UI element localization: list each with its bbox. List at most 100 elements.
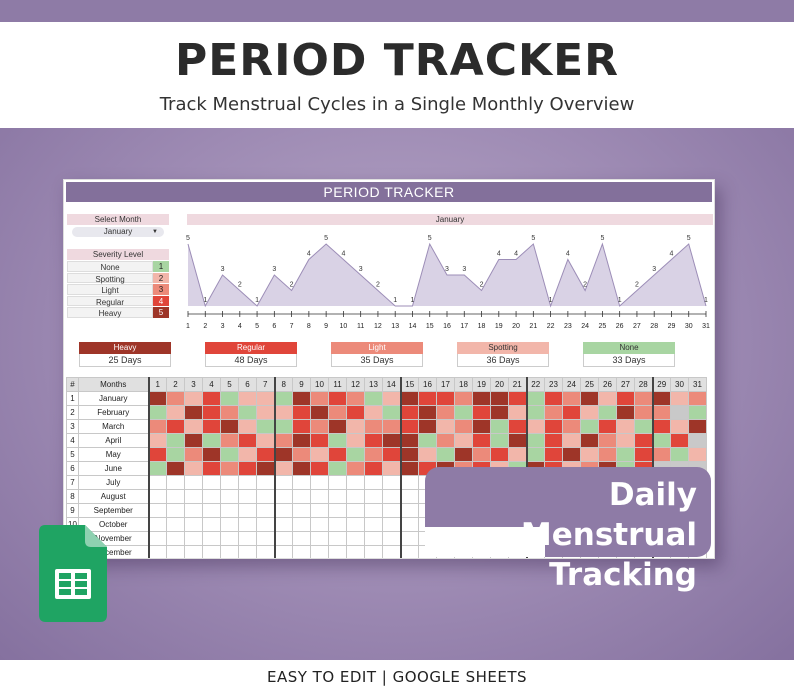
day-cell[interactable] [562,433,581,448]
day-cell[interactable] [688,447,707,462]
day-cell[interactable] [220,433,239,448]
day-cell[interactable] [346,391,365,406]
day-cell[interactable] [202,517,221,532]
day-cell[interactable] [166,489,185,504]
day-cell[interactable] [580,447,599,462]
day-cell[interactable] [382,447,401,462]
day-cell[interactable] [256,489,275,504]
day-cell[interactable] [418,447,437,462]
day-cell[interactable] [364,517,383,532]
day-cell[interactable] [382,433,401,448]
day-cell[interactable] [328,433,347,448]
day-cell[interactable] [346,545,365,558]
day-cell[interactable] [580,391,599,406]
day-cell[interactable] [328,489,347,504]
day-cell[interactable] [688,433,707,448]
day-cell[interactable] [147,433,167,448]
day-cell[interactable] [147,419,167,434]
day-cell[interactable] [651,419,671,434]
day-cell[interactable] [220,461,239,476]
day-cell[interactable] [580,433,599,448]
day-cell[interactable] [202,461,221,476]
day-cell[interactable] [598,447,617,462]
day-cell[interactable] [256,531,275,546]
day-cell[interactable] [310,391,329,406]
day-cell[interactable] [147,503,167,518]
day-cell[interactable] [651,433,671,448]
day-cell[interactable] [273,517,293,532]
day-cell[interactable] [202,489,221,504]
day-cell[interactable] [346,475,365,490]
day-cell[interactable] [508,391,527,406]
day-cell[interactable] [202,503,221,518]
day-cell[interactable] [508,433,527,448]
day-cell[interactable] [346,531,365,546]
day-cell[interactable] [166,433,185,448]
day-cell[interactable] [184,461,203,476]
day-cell[interactable] [490,405,509,420]
day-cell[interactable] [166,461,185,476]
day-cell[interactable] [328,545,347,558]
day-cell[interactable] [382,545,401,558]
day-cell[interactable] [220,391,239,406]
day-cell[interactable] [382,475,401,490]
day-cell[interactable] [580,419,599,434]
day-cell[interactable] [310,545,329,558]
day-cell[interactable] [454,391,473,406]
day-cell[interactable] [436,419,455,434]
day-cell[interactable] [399,545,419,558]
day-cell[interactable] [670,405,689,420]
day-cell[interactable] [328,517,347,532]
day-cell[interactable] [364,391,383,406]
day-cell[interactable] [399,503,419,518]
day-cell[interactable] [544,433,563,448]
day-cell[interactable] [166,475,185,490]
day-cell[interactable] [256,419,275,434]
day-cell[interactable] [364,433,383,448]
day-cell[interactable] [238,447,257,462]
day-cell[interactable] [273,489,293,504]
day-cell[interactable] [670,447,689,462]
day-cell[interactable] [292,433,311,448]
day-cell[interactable] [166,531,185,546]
day-cell[interactable] [238,503,257,518]
day-cell[interactable] [364,545,383,558]
day-cell[interactable] [310,461,329,476]
day-cell[interactable] [292,391,311,406]
day-cell[interactable] [310,447,329,462]
day-cell[interactable] [166,517,185,532]
day-cell[interactable] [616,405,635,420]
day-cell[interactable] [364,405,383,420]
day-cell[interactable] [651,405,671,420]
day-cell[interactable] [544,391,563,406]
day-cell[interactable] [220,419,239,434]
day-cell[interactable] [147,545,167,558]
day-cell[interactable] [399,517,419,532]
day-cell[interactable] [202,419,221,434]
day-cell[interactable] [273,531,293,546]
day-cell[interactable] [399,489,419,504]
day-cell[interactable] [184,531,203,546]
day-cell[interactable] [310,531,329,546]
day-cell[interactable] [256,461,275,476]
day-cell[interactable] [490,419,509,434]
day-cell[interactable] [310,503,329,518]
day-cell[interactable] [436,391,455,406]
day-cell[interactable] [598,433,617,448]
day-cell[interactable] [328,391,347,406]
day-cell[interactable] [472,419,491,434]
day-cell[interactable] [399,461,419,476]
day-cell[interactable] [418,433,437,448]
day-cell[interactable] [616,391,635,406]
day-cell[interactable] [580,405,599,420]
day-cell[interactable] [598,405,617,420]
day-cell[interactable] [238,531,257,546]
day-cell[interactable] [562,419,581,434]
day-cell[interactable] [166,405,185,420]
day-cell[interactable] [256,503,275,518]
day-cell[interactable] [202,447,221,462]
day-cell[interactable] [184,503,203,518]
day-cell[interactable] [616,419,635,434]
day-cell[interactable] [364,503,383,518]
day-cell[interactable] [273,391,293,406]
